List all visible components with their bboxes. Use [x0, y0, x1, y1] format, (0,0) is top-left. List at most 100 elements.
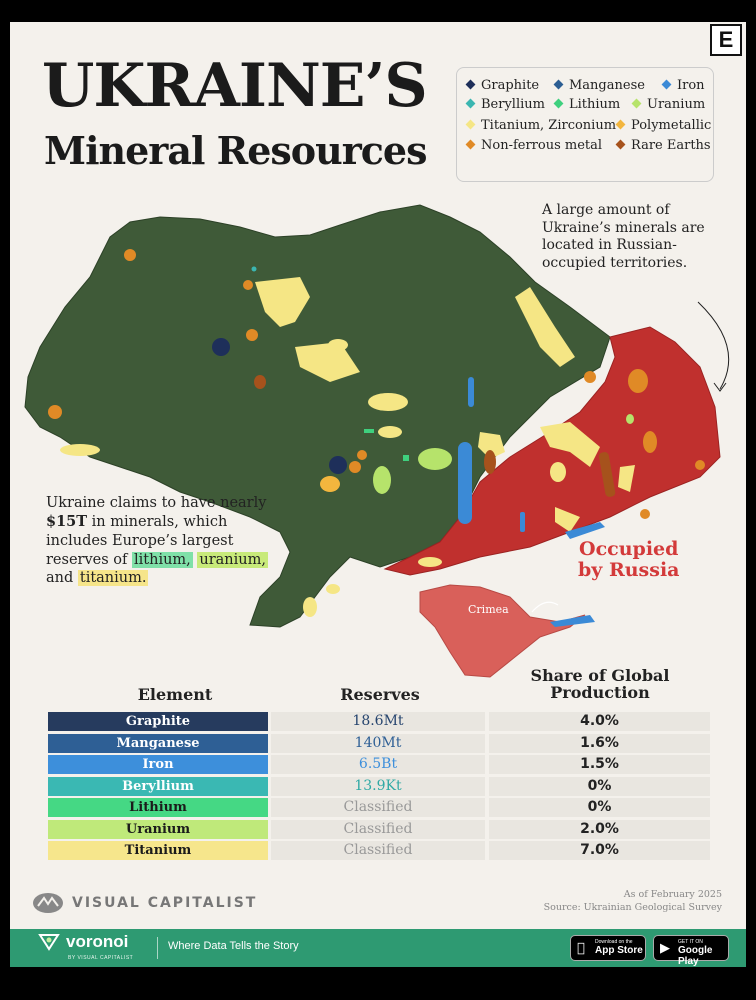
- annotation-text: Ukraine claims to have nearly: [46, 495, 267, 511]
- reserves-cell: 140Mt: [271, 733, 485, 753]
- footer-divider: [157, 937, 158, 959]
- element-cell: Lithium: [48, 798, 268, 817]
- annotation-text: and: [46, 570, 78, 587]
- element-cell: Iron: [48, 755, 268, 774]
- voronoi-subtitle: BY VISUAL CAPITALIST: [68, 955, 134, 961]
- share-cell: 2.0%: [489, 819, 710, 839]
- table-row: Graphite 18.6Mt 4.0%: [48, 712, 710, 731]
- google-play-small: GET IT ON: [678, 939, 703, 945]
- header-share-line-2: Production: [550, 682, 650, 702]
- footer-bar: voronoi BY VISUAL CAPITALIST Where Data …: [10, 929, 746, 967]
- diamond-icon: [465, 119, 476, 130]
- element-cell: Manganese: [48, 733, 268, 753]
- table-row: Iron 6.5Bt 1.5%: [48, 755, 710, 774]
- occupied-label-line-1: Occupied: [579, 538, 679, 560]
- voronoi-icon: [38, 934, 60, 951]
- vc-name: VISUAL CAPITALIST: [72, 895, 258, 911]
- visual-capitalist-brand[interactable]: VISUAL CAPITALIST: [32, 892, 257, 914]
- annotation-value: $15T: [46, 512, 88, 530]
- google-play-label: Google Play: [678, 945, 713, 967]
- legend-label: Manganese: [569, 78, 645, 93]
- element-cell: Uranium: [48, 819, 268, 839]
- legend-label: Beryllium: [481, 97, 545, 112]
- deposits: [48, 249, 705, 627]
- crimea-label: Crimea: [468, 603, 509, 616]
- crimea-arrow: [531, 601, 559, 613]
- ukraine-map: [24, 204, 730, 678]
- legend-label: Rare Earths: [631, 138, 711, 153]
- app-store-label: App Store: [595, 945, 643, 956]
- reserves-cell: Classified: [271, 798, 485, 817]
- diamond-icon: [615, 139, 626, 150]
- occupied-label: Occupied by Russia: [578, 539, 679, 581]
- annotation-text: in minerals, which includes Europe’s lar…: [46, 513, 234, 568]
- title-line-1: UKRAINE’S: [42, 51, 428, 121]
- annotation-left: Ukraine claims to have nearly $15T in mi…: [46, 494, 286, 588]
- legend: Graphite Manganese Iron Beryllium Lithiu…: [456, 67, 714, 182]
- table-row: Titanium Classified 7.0%: [48, 841, 710, 860]
- legend-label: Lithium: [569, 97, 621, 112]
- source-note: As of February 2025 Source: Ukrainian Ge…: [544, 888, 722, 915]
- table-row: Uranium Classified 2.0%: [48, 819, 710, 839]
- legend-label: Iron: [677, 78, 705, 93]
- crimea: [419, 584, 586, 678]
- occupied-label-line-2: by Russia: [578, 558, 680, 581]
- diamond-icon: [465, 98, 476, 109]
- legend-label: Polymetallic: [631, 118, 712, 133]
- diamond-icon: [661, 79, 672, 90]
- reserves-cell: 6.5Bt: [271, 755, 485, 774]
- tagline: Where Data Tells the Story: [168, 940, 299, 952]
- share-cell: 7.0%: [489, 841, 710, 860]
- voronoi-logo[interactable]: voronoi: [38, 932, 128, 952]
- reserves-cell: 18.6Mt: [271, 712, 485, 731]
- legend-item-beryllium: Beryllium: [465, 97, 545, 112]
- element-cell: Graphite: [48, 712, 268, 731]
- element-cell: Beryllium: [48, 776, 268, 796]
- legend-label: Graphite: [481, 78, 540, 93]
- legend-label: Non-ferrous metal: [481, 138, 603, 153]
- as-of-date: As of February 2025: [623, 889, 722, 900]
- legend-item-non-ferrous-metal: Non-ferrous metal: [465, 138, 603, 153]
- share-cell: 1.6%: [489, 733, 710, 753]
- diamond-icon: [465, 139, 476, 150]
- table-row: Beryllium 13.9Kt 0%: [48, 776, 710, 796]
- header-share-line-1: Share of Global: [530, 666, 670, 685]
- legend-item-polymetallic: Polymetallic: [615, 118, 712, 133]
- diamond-icon: [615, 119, 626, 130]
- table-row: Manganese 140Mt 1.6%: [48, 733, 710, 753]
- header-reserves: Reserves: [340, 685, 420, 704]
- diamond-icon: [465, 79, 476, 90]
- diamond-icon: [553, 79, 564, 90]
- reserves-cell: 13.9Kt: [271, 776, 485, 796]
- header-element: Element: [137, 685, 213, 704]
- reserves-cell: Classified: [271, 841, 485, 860]
- legend-label: Uranium: [647, 97, 706, 112]
- legend-item-lithium: Lithium: [553, 97, 621, 112]
- source-text: Source: Ukrainian Geological Survey: [543, 902, 722, 914]
- legend-item-iron: Iron: [661, 78, 705, 93]
- title-line-2: Mineral Resources: [44, 128, 427, 173]
- annotation-top: A large amount of Ukraine’s minerals are…: [542, 202, 705, 271]
- header-share: Share of Global Production: [500, 666, 700, 702]
- legend-item-titanium-zirconium: Titanium, Zirconium: [465, 118, 617, 133]
- legend-item-graphite: Graphite: [465, 78, 540, 93]
- legend-item-rare-earths: Rare Earths: [615, 138, 711, 153]
- legend-label: Titanium, Zirconium: [481, 118, 617, 133]
- highlight-lithium: lithium,: [132, 551, 193, 568]
- legend-item-manganese: Manganese: [553, 78, 645, 93]
- highlight-uranium: uranium,: [197, 551, 268, 568]
- annotation-arrow: [697, 301, 730, 390]
- app-store-button[interactable]:  Download on the App Store: [570, 935, 646, 961]
- play-icon: ▶: [660, 941, 670, 956]
- table-row: Lithium Classified 0%: [48, 798, 710, 817]
- google-play-button[interactable]: ▶ GET IT ON Google Play: [653, 935, 729, 967]
- brand-badge[interactable]: E: [710, 24, 742, 56]
- apple-icon: : [577, 941, 585, 956]
- diamond-icon: [631, 98, 642, 109]
- reserves-cell: Classified: [271, 819, 485, 839]
- diamond-icon: [553, 98, 564, 109]
- share-cell: 0%: [489, 798, 710, 817]
- element-cell: Titanium: [48, 841, 268, 860]
- legend-item-uranium: Uranium: [631, 97, 706, 112]
- vc-logo-icon: [33, 893, 63, 913]
